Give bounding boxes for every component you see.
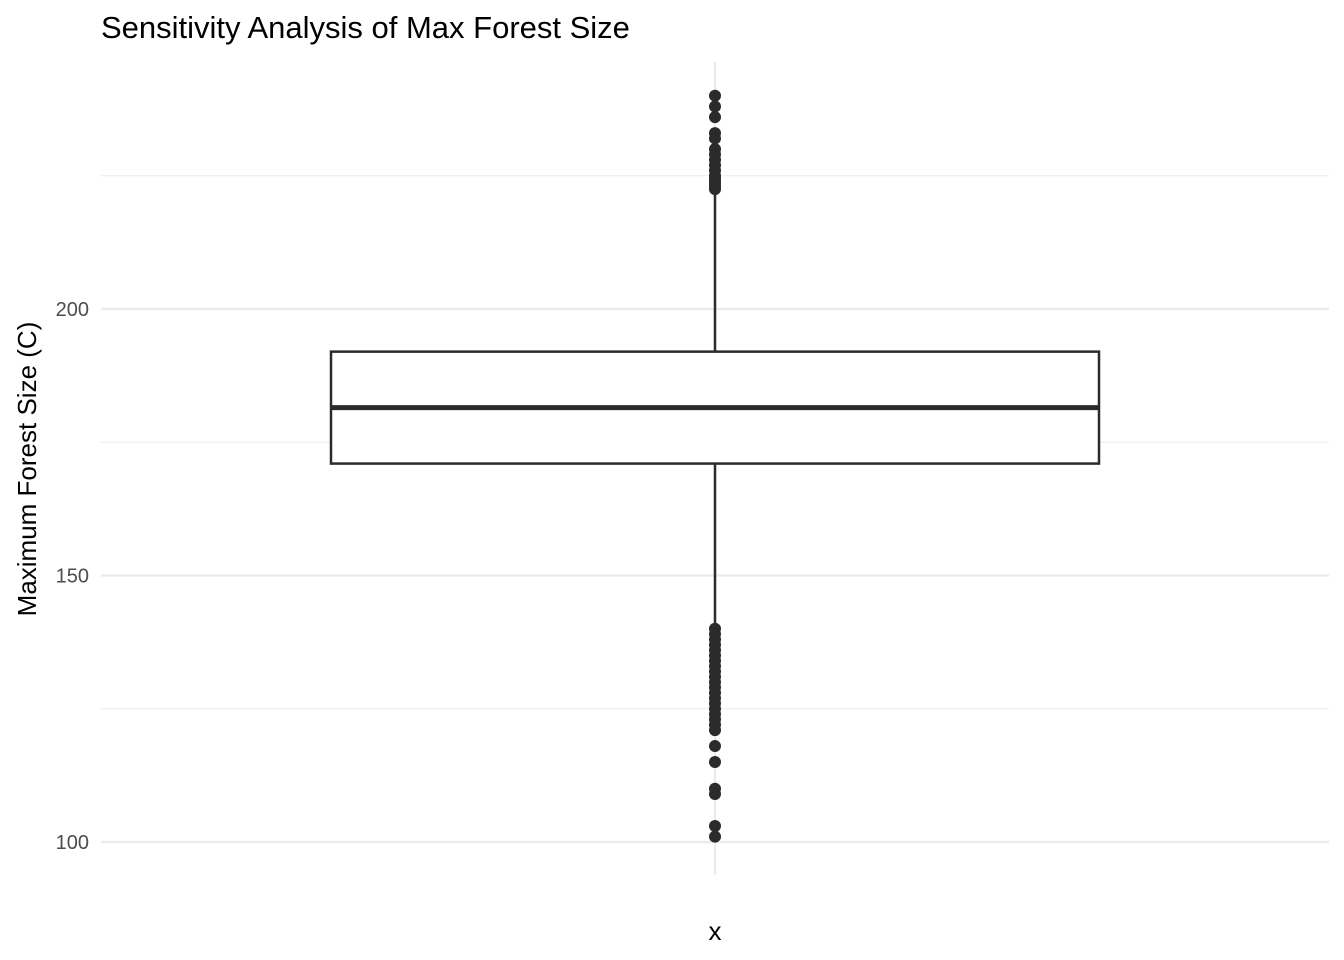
outlier-point	[709, 740, 721, 753]
y-tick-label: 100	[56, 832, 89, 854]
outlier-point	[709, 724, 721, 737]
boxplot-layer	[329, 89, 1101, 843]
outlier-point	[709, 100, 721, 113]
chart-title: Sensitivity Analysis of Max Forest Size	[101, 10, 630, 45]
outlier-point	[709, 788, 721, 801]
outlier-point	[709, 111, 721, 124]
outlier-point	[709, 830, 721, 843]
outlier-point	[709, 89, 721, 102]
y-tick-label: 200	[56, 299, 89, 321]
x-tick-label: x	[709, 916, 722, 946]
outlier-point	[709, 183, 721, 196]
outlier-point	[709, 132, 721, 145]
y-axis-title: Maximum Forest Size (C)	[12, 322, 42, 617]
outlier-point	[709, 756, 721, 769]
y-axis-ticks: 100 150 200	[56, 299, 89, 854]
outlier-point	[709, 820, 721, 833]
x-axis-ticks: x	[709, 916, 722, 946]
y-tick-label: 150	[56, 566, 89, 588]
